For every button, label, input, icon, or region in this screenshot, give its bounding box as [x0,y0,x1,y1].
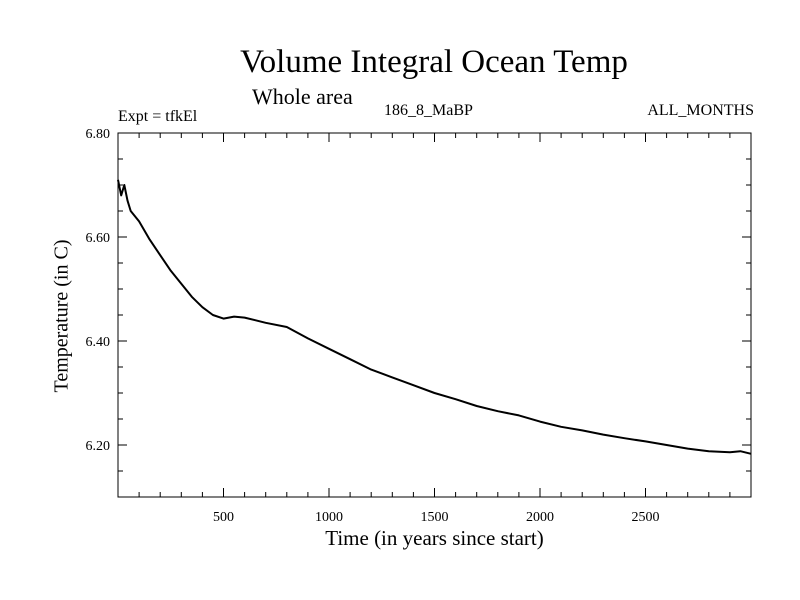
tick-marks [118,133,751,497]
x-tick-label: 500 [213,510,234,525]
y-tick-label: 6.60 [86,231,111,246]
x-tick-label: 2500 [632,510,660,525]
experiment-label: Expt = tfkEl [118,108,198,125]
x-tick-label: 1000 [315,510,343,525]
series-group [117,179,752,455]
period-label: ALL_MONTHS [647,102,754,119]
x-axis-label: Time (in years since start) [325,526,544,550]
x-tick-label: 2000 [526,510,554,525]
tick-labels: 500 1000 1500 2000 2500 6.20 6.40 6.60 6.80 [86,127,660,525]
y-tick-label: 6.40 [86,335,111,350]
series-line [117,179,752,455]
chart-title: Volume Integral Ocean Temp [240,44,628,80]
y-tick-label: 6.80 [86,127,111,142]
x-tick-label: 1500 [421,510,449,525]
chart-subtitle: Whole area [252,84,353,109]
y-axis-label: Temperature (in C) [50,239,73,393]
y-tick-label: 6.20 [86,439,111,454]
case-label: 186_8_MaBP [384,102,473,119]
